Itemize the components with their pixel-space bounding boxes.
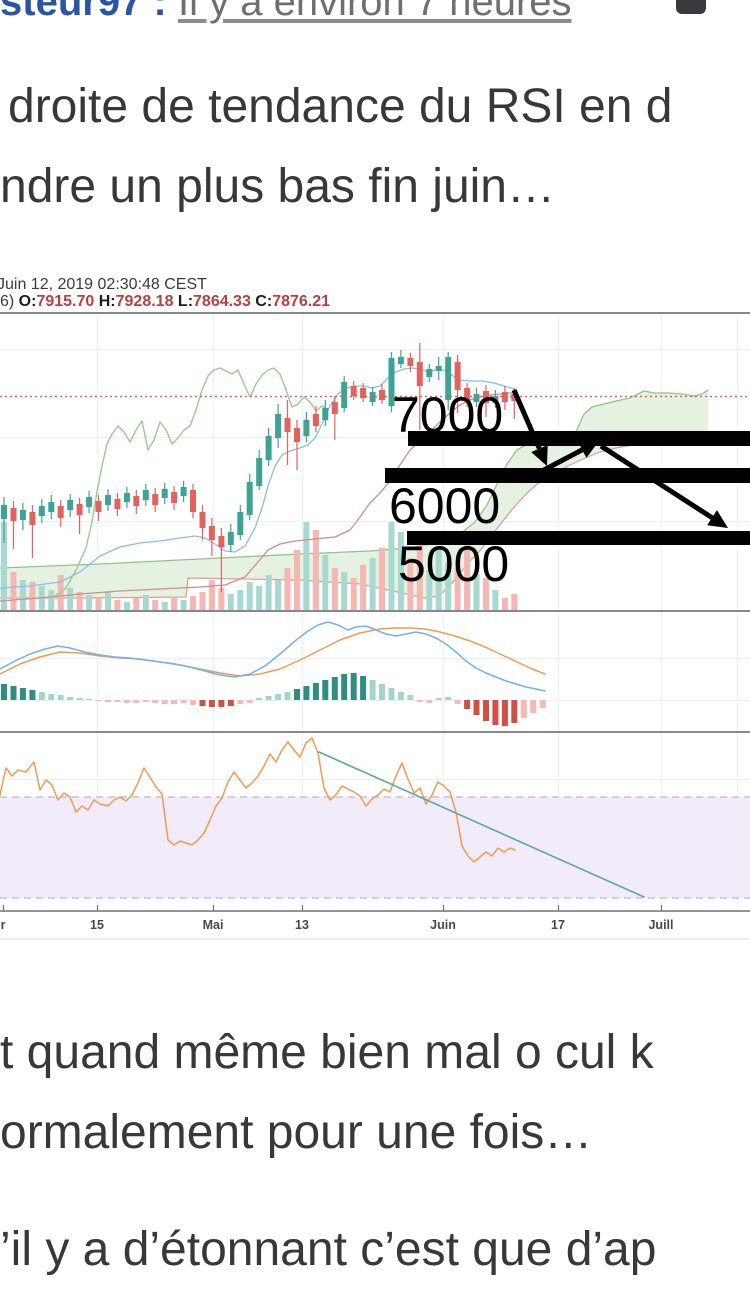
low-value: 7864.33 (193, 293, 251, 310)
high-value: 7928.18 (115, 293, 174, 310)
x-axis-tick-label: 17 (551, 918, 565, 932)
post-author-fragment: steur97 : (0, 0, 167, 24)
x-axis: r 15 Mai 13 Juin 17 Juill (1, 905, 674, 932)
close-value: 7876.21 (272, 293, 331, 310)
price-level-label: 5000 (398, 536, 509, 592)
x-axis-tick-label: Juin (430, 918, 456, 932)
post-text-line: droite de tendance du RSI en d (8, 80, 673, 133)
rsi-band (0, 796, 750, 899)
x-axis-tick-label: r (1, 918, 6, 932)
post-timestamp-link[interactable]: Il y a environ 7 heures (178, 0, 572, 24)
x-axis-tick-label: 15 (90, 918, 104, 932)
post-paragraph-bottom-2: ’il y a d’étonnant c’est que d’ap (0, 1210, 656, 1290)
high-label: H: (94, 293, 116, 310)
post-text-line: ’il y a d’étonnant c’est que d’ap (0, 1223, 657, 1276)
rsi-panel (0, 737, 645, 898)
x-axis-tick-label: Mai (203, 918, 224, 932)
macd-panel (0, 621, 546, 726)
post-text-line: ndre un plus bas fin juin… (0, 160, 555, 213)
ohlc-prefix: 6) (0, 293, 19, 310)
post-paragraph-top: droite de tendance du RSI en d ndre un p… (0, 67, 672, 227)
ichimoku-cloud (0, 389, 709, 599)
chart-ohlc-line: 6) O:7915.70 H:7928.18 L:7864.33 C:7876.… (0, 293, 330, 311)
post-paragraph-bottom: t quand même bien mal o cul k ormalement… (0, 1013, 654, 1173)
open-value: 7915.70 (36, 293, 95, 310)
candles (1, 343, 518, 592)
panel-borders (0, 312, 750, 940)
open-label: O: (18, 293, 37, 310)
price-level-label: 6000 (389, 478, 500, 534)
post-text-line: t quand même bien mal o cul k (0, 1026, 654, 1079)
low-label: L: (173, 293, 194, 310)
post-text-line: ormalement pour une fois… (0, 1106, 593, 1159)
close-label: C: (250, 293, 273, 310)
volume-bars (1, 522, 518, 610)
chart-datetime: Juin 12, 2019 02:30:48 CEST (0, 276, 207, 293)
price-level-label: 7000 (392, 387, 503, 443)
x-axis-tick-label: 13 (295, 918, 309, 932)
quote-button[interactable] (676, 0, 706, 14)
x-axis-tick-label: Juill (648, 918, 673, 932)
